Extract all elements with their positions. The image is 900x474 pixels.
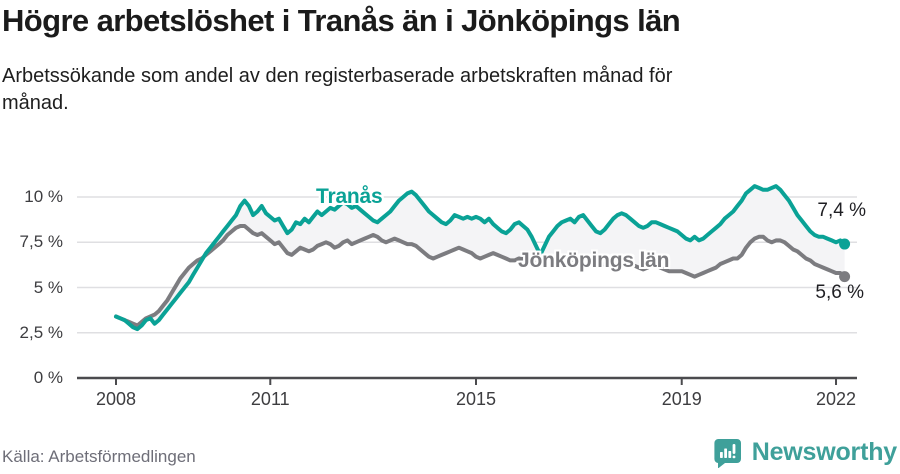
series-label-tranas: Tranås <box>316 185 383 208</box>
x-axis-tick-label: 2022 <box>815 389 857 409</box>
y-axis-tick-label: 0 % <box>33 368 63 387</box>
end-value-label-tranas: 7,4 % <box>817 200 866 221</box>
end-value-label-jonkopings-lan: 5,6 % <box>815 282 864 303</box>
brand-name: Newsworthy <box>751 438 897 466</box>
y-axis-tick-label: 5 % <box>33 277 63 297</box>
x-axis-tick-label: 2015 <box>455 389 497 409</box>
y-axis-tick-label: 10 % <box>24 187 63 206</box>
x-axis-tick-label: 2019 <box>661 389 702 409</box>
bar-chart-speech-bubble-icon <box>714 439 741 468</box>
x-axis-tick-label: 2008 <box>95 389 137 409</box>
series-line-tranas <box>114 184 847 332</box>
brand-logo: Newsworthy <box>712 437 897 468</box>
series-end-dot <box>839 238 851 250</box>
series-end-dot <box>839 271 851 283</box>
series-label-jonkopings-lan: Jönköpings län <box>518 249 670 272</box>
source-note: Källa: Arbetsförmedlingen <box>2 447 196 466</box>
y-axis-tick-label: 7,5 % <box>19 232 63 252</box>
page-title: Högre arbetslöshet i Tranås än i Jönköpi… <box>2 3 681 38</box>
series-line-jonkopings-lan <box>114 224 847 328</box>
x-axis-tick-label: 2011 <box>250 389 290 409</box>
page-subtitle: Arbetssökande som andel av den registerb… <box>2 65 673 114</box>
y-axis-tick-label: 2,5 % <box>19 322 63 342</box>
